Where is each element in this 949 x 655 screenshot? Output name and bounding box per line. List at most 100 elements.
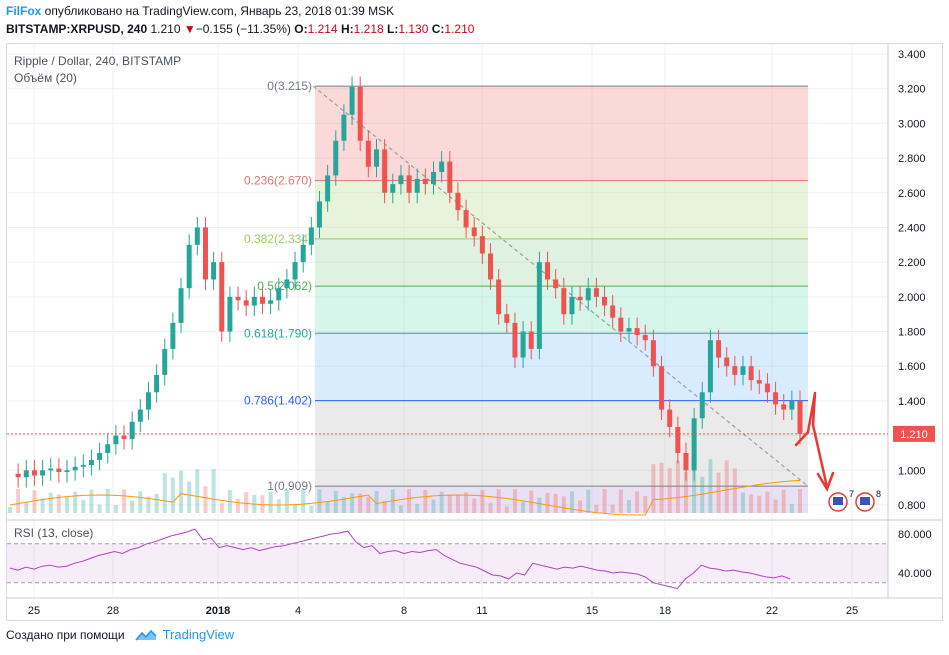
volume-bar	[651, 464, 656, 513]
volume-bar	[211, 469, 216, 513]
candle-body	[756, 380, 762, 384]
tradingview-logo-icon[interactable]	[135, 628, 157, 642]
candle-body	[512, 322, 518, 358]
volume-bar	[537, 497, 542, 513]
symbol-name: BITSTAMP:XRPUSD, 240	[6, 22, 148, 36]
candle-body	[431, 171, 437, 185]
rsi-band	[7, 543, 888, 583]
volume-bar	[81, 499, 86, 513]
volume-bar	[162, 473, 167, 513]
candle-body	[276, 288, 282, 301]
candle-body	[162, 348, 168, 375]
last-price: 1.210	[150, 22, 181, 36]
y-tick-label: 2.600	[898, 188, 926, 200]
volume-bar	[512, 489, 517, 513]
volume-bar	[724, 460, 729, 513]
candle-body	[23, 470, 29, 478]
candle-body	[716, 340, 722, 358]
volume-bar	[472, 498, 477, 513]
candle-body	[268, 300, 274, 304]
volume-bar	[765, 491, 770, 513]
fib-level-label: 0.618(1.790)	[244, 326, 312, 340]
volume-bar	[333, 490, 338, 513]
fib-band	[315, 333, 808, 401]
volume-bar	[113, 505, 118, 513]
candle-body	[72, 466, 78, 471]
y-tick-label: 3.400	[898, 49, 926, 61]
volume-bar	[317, 489, 322, 513]
candle-body	[390, 184, 396, 193]
candle-body	[455, 192, 461, 211]
x-tick-label: 28	[107, 605, 119, 617]
fib-band	[315, 486, 808, 513]
candle-body	[683, 452, 689, 471]
volume-bar	[569, 491, 574, 513]
volume-bar	[187, 481, 192, 513]
author-name[interactable]: FilFox	[6, 4, 42, 18]
publish-info: опубликовано на TradingView.com, Январь …	[41, 4, 395, 18]
y-tick-label: 3.200	[898, 84, 926, 96]
footer-brand[interactable]: TradingView	[162, 627, 235, 642]
candle-body	[479, 236, 485, 254]
candle-body	[520, 331, 526, 358]
candle-body	[642, 335, 648, 341]
volume-bar	[236, 498, 241, 513]
volume-bar	[798, 489, 802, 513]
y-tick-label: 0.800	[898, 500, 926, 512]
volume-legend[interactable]: Объём (20)	[14, 71, 77, 85]
volume-bar	[179, 470, 184, 513]
event-flag-icon	[860, 497, 870, 505]
volume-bar	[105, 489, 110, 513]
candle-body	[528, 331, 534, 349]
y-tick-label: 1.600	[898, 361, 926, 373]
x-tick-label: 25	[28, 605, 40, 617]
volume-bar	[138, 491, 143, 513]
candle-body	[398, 175, 404, 185]
y-tick-label: 3.000	[898, 118, 926, 130]
candle-body	[88, 459, 94, 466]
volume-bar	[740, 492, 745, 513]
candle-body	[781, 404, 787, 410]
candle-body	[31, 470, 37, 476]
close-value: 1.210	[444, 22, 475, 36]
volume-bar	[586, 489, 591, 513]
volume-ma-line	[9, 479, 801, 516]
volume-bar	[268, 491, 273, 513]
candle-body	[585, 288, 591, 301]
volume-bar	[244, 492, 249, 513]
candle-body	[357, 86, 363, 141]
high-label: H:	[341, 22, 354, 36]
candle-body	[64, 470, 70, 473]
candle-body	[553, 279, 559, 289]
candle-body	[154, 374, 160, 393]
rsi-legend[interactable]: RSI (13, close)	[14, 526, 94, 540]
volume-bar	[293, 503, 298, 513]
candle-body	[382, 149, 388, 193]
candle-body	[740, 366, 746, 375]
volume-bar	[219, 503, 224, 513]
volume-bar	[89, 489, 94, 513]
volume-bar	[455, 494, 460, 513]
volume-bar	[366, 496, 371, 513]
y-tick-label: 2.400	[898, 222, 926, 234]
main-series-legend[interactable]: Ripple / Dollar, 240, BITSTAMP	[14, 54, 182, 68]
x-tick-label: 2018	[206, 605, 230, 617]
volume-bar	[170, 477, 175, 513]
open-label: O:	[294, 22, 308, 36]
volume-bar	[675, 460, 680, 513]
y-tick-label: 1.400	[898, 396, 926, 408]
candle-body	[488, 253, 494, 280]
current-price-badge	[893, 425, 935, 442]
candle-body	[194, 227, 200, 245]
candle-body	[300, 244, 306, 263]
current-price-label: 1.210	[900, 429, 928, 441]
candle-body	[316, 201, 322, 228]
volume-bar	[382, 501, 387, 513]
fib-level-label: 0.382(2.334)	[244, 232, 312, 246]
candle-body	[105, 444, 111, 453]
fib-band	[315, 238, 808, 287]
volume-bar	[700, 476, 705, 513]
rsi-tick-label: 80.000	[898, 529, 932, 541]
volume-bar	[716, 472, 721, 513]
